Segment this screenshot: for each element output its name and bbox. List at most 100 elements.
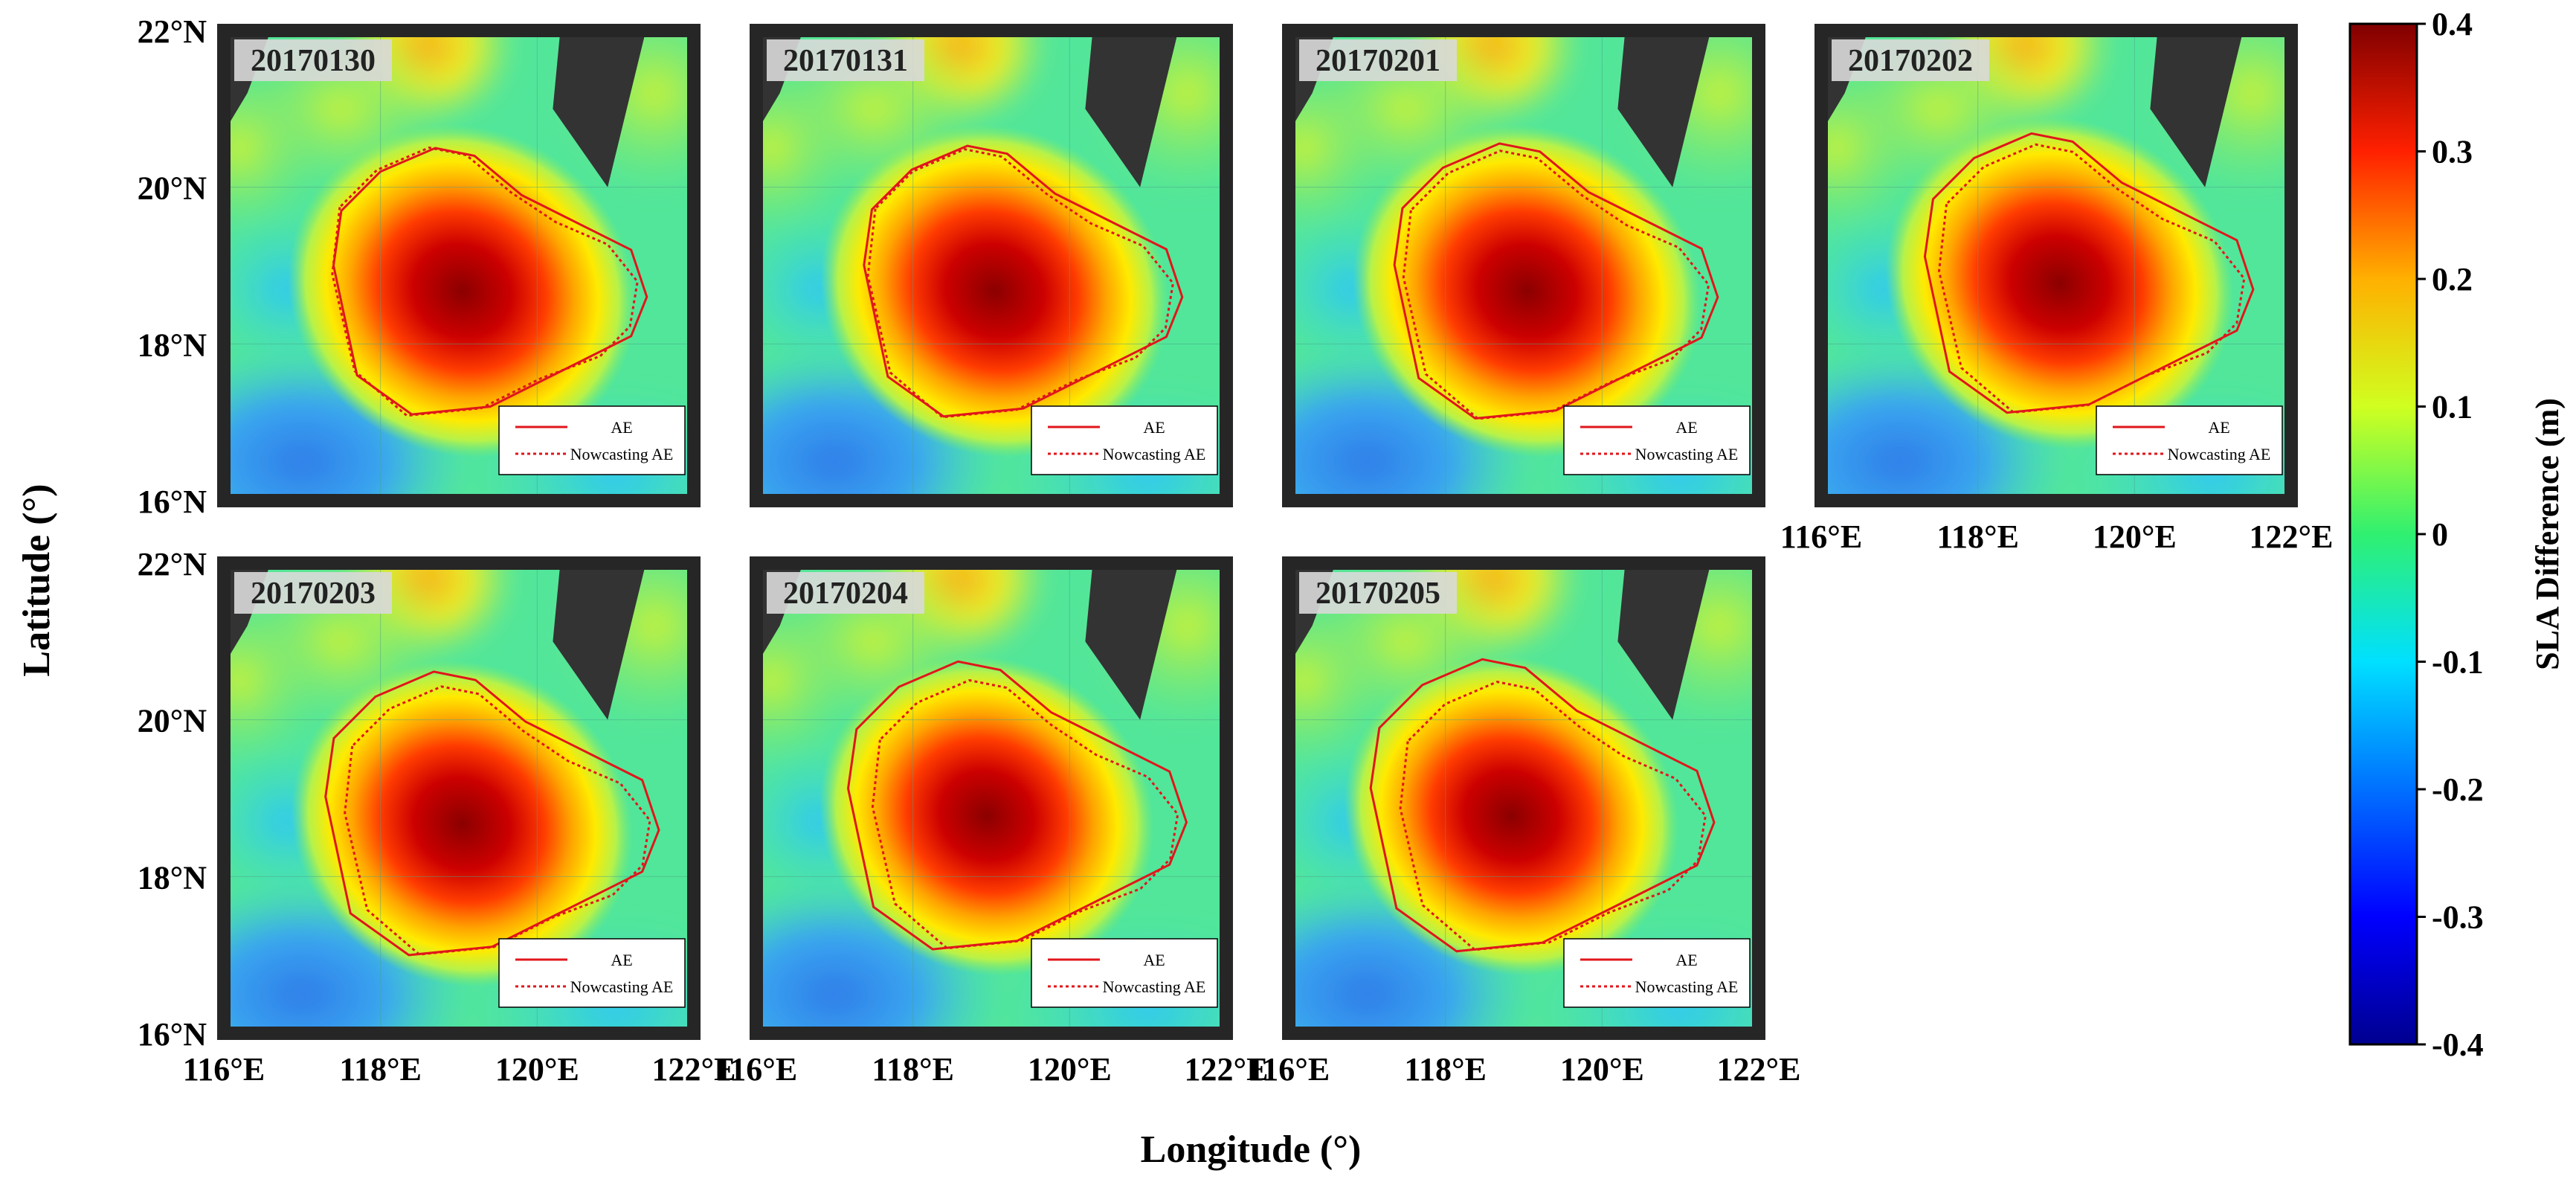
ae-contour xyxy=(324,670,660,957)
colorbar-label: SLA Difference (m) xyxy=(2529,398,2566,670)
panel-frame xyxy=(217,24,701,507)
eddy-anomaly xyxy=(1344,655,1679,976)
x-tick-label: 120°E xyxy=(2093,518,2177,555)
land-mask xyxy=(1617,30,1711,187)
x-tick-label: 116°E xyxy=(1780,518,1863,555)
y-tick-label: 20°N xyxy=(138,703,207,739)
ae-contour xyxy=(1393,142,1719,420)
date-label-bg xyxy=(767,39,924,81)
colorbar: 0.4 0.3 0.2 0.1 0 -0.1 -0.2 -0.3 -0.4 SLA Differ… xyxy=(2348,6,2566,1063)
x-tick-label: 118°E xyxy=(872,1051,954,1088)
eddy-anomaly xyxy=(291,660,634,987)
y-tick-label: 22°N xyxy=(138,546,207,582)
legend-label: Nowcasting AE xyxy=(1635,977,1739,996)
map-panel: AE Nowcasting AE 20170202 xyxy=(1815,24,2298,507)
date-label: 20170205 xyxy=(1316,577,1440,611)
legend: AE Nowcasting AE xyxy=(1031,405,1218,475)
x-tick-label: 116°E xyxy=(183,1051,265,1088)
date-label: 20170202 xyxy=(1848,44,1973,78)
date-label-bg xyxy=(234,572,392,614)
legend: AE Nowcasting AE xyxy=(2096,405,2283,475)
legend-label: Nowcasting AE xyxy=(2168,445,2271,463)
panel-frame xyxy=(1282,556,1765,1040)
eddy-anomaly xyxy=(1885,116,2234,450)
panel-frame xyxy=(217,556,701,1040)
eddy-anomaly xyxy=(1353,124,1701,458)
panel-frame xyxy=(750,556,1233,1040)
x-tick-label: 116°E xyxy=(715,1051,798,1088)
legend-label: AE xyxy=(611,951,632,969)
x-axis-label: Longitude (°) xyxy=(1141,1128,1362,1171)
ae-contour xyxy=(846,660,1188,951)
nowcasting-ae-contour xyxy=(344,685,651,956)
x-tick-label: 120°E xyxy=(1028,1051,1112,1088)
land-mask xyxy=(1617,563,1711,720)
nowcasting-ae-contour xyxy=(1402,150,1710,420)
colorbar-tick-label: -0.2 xyxy=(2432,771,2484,808)
land-mask xyxy=(2150,30,2244,187)
nowcasting-ae-contour xyxy=(331,146,639,417)
nowcasting-ae-contour xyxy=(1399,681,1707,951)
ae-contour xyxy=(1369,658,1716,953)
x-tick-label: 118°E xyxy=(339,1051,422,1088)
y-tick-label: 16°N xyxy=(138,484,207,520)
legend-label: AE xyxy=(2208,418,2229,437)
date-label: 20170201 xyxy=(1316,44,1440,78)
x-tick-label: 122°E xyxy=(652,1051,736,1088)
date-label-bg xyxy=(767,572,924,614)
legend: AE Nowcasting AE xyxy=(1563,938,1751,1008)
y-tick-label: 16°N xyxy=(138,1016,207,1053)
panel-frame xyxy=(1282,24,1765,507)
legend: AE Nowcasting AE xyxy=(1563,405,1751,475)
x-tick-label: 120°E xyxy=(495,1051,579,1088)
legend-label: Nowcasting AE xyxy=(1635,445,1739,463)
x-tick-label: 122°E xyxy=(1717,1051,1801,1088)
x-tick-label: 118°E xyxy=(1404,1051,1487,1088)
legend-label: AE xyxy=(611,418,632,437)
legend-label: AE xyxy=(1143,418,1165,437)
map-panel: AE Nowcasting AE 20170205 xyxy=(1282,556,1765,1040)
x-tick-label: 120°E xyxy=(1560,1051,1644,1088)
y-axis-label: Latitude (°) xyxy=(16,484,58,676)
x-tick-label: 116°E xyxy=(1248,1051,1330,1088)
colorbar-tick-label: 0.2 xyxy=(2432,261,2473,298)
colorbar-tick-label: -0.3 xyxy=(2432,899,2484,936)
x-tick-label: 122°E xyxy=(2250,518,2334,555)
ae-contour xyxy=(1923,132,2255,414)
y-tick-label: 22°N xyxy=(138,13,207,50)
land-mask xyxy=(553,563,646,720)
legend-label: Nowcasting AE xyxy=(1103,445,1206,463)
legend-label: Nowcasting AE xyxy=(570,977,674,996)
date-label-bg xyxy=(1832,39,1989,81)
map-panel: AE Nowcasting AE 20170130 xyxy=(217,24,701,507)
y-tick-label: 18°N xyxy=(138,327,207,363)
map-panel: AE Nowcasting AE 20170204 xyxy=(750,556,1233,1040)
eddy-anomaly xyxy=(819,655,1155,976)
legend: AE Nowcasting AE xyxy=(1031,938,1218,1008)
land-mask xyxy=(1085,563,1179,720)
map-panel: AE Nowcasting AE 20170131 xyxy=(750,24,1233,507)
colorbar-tick-label: 0 xyxy=(2432,516,2448,553)
colorbar-tick-label: 0.1 xyxy=(2432,389,2473,425)
x-tick-label: 118°E xyxy=(1936,518,2019,555)
land-mask xyxy=(1085,30,1179,187)
colorbar-tick-label: -0.1 xyxy=(2432,644,2484,681)
colorbar-tick-label: 0.3 xyxy=(2432,134,2473,170)
panel-frame xyxy=(750,24,1233,507)
colorbar-gradient xyxy=(2348,22,2418,1046)
nowcasting-ae-contour xyxy=(866,148,1174,419)
date-label: 20170130 xyxy=(251,44,376,78)
map-grid xyxy=(1821,30,2291,501)
legend-label: Nowcasting AE xyxy=(1103,977,1206,996)
map-panel: AE Nowcasting AE 20170203 xyxy=(217,556,701,1040)
nowcasting-ae-contour xyxy=(1937,143,2246,414)
panel-frame xyxy=(1815,24,2298,507)
date-label-bg xyxy=(1299,572,1457,614)
date-label: 20170204 xyxy=(783,577,908,611)
map-panel: AE Nowcasting AE 20170201 xyxy=(1282,24,1765,507)
date-label: 20170203 xyxy=(251,577,376,611)
y-tick-label: 20°N xyxy=(138,170,207,207)
land-mask xyxy=(553,30,646,187)
colorbar-tick-label: -0.4 xyxy=(2432,1027,2484,1063)
